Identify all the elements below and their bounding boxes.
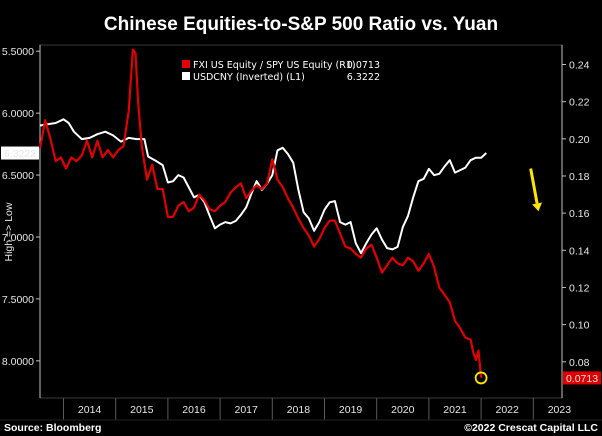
right-tick-label: 0.24 <box>569 60 590 72</box>
legend-label-usdcny: USDCNY (Inverted) (L1) <box>193 72 305 83</box>
legend-swatch-usdcny <box>182 72 190 80</box>
x-tick-label: 2017 <box>235 404 259 416</box>
right-tick-label: 0.08 <box>569 357 590 369</box>
left-tick-label: 8.0000 <box>2 356 34 368</box>
left-badge-text: 6.3222 <box>4 148 36 160</box>
x-tick-label: 2023 <box>548 404 572 416</box>
right-tick-label: 0.14 <box>569 245 590 257</box>
left-value-badge: 6.3222 <box>1 146 39 160</box>
x-tick-label: 2020 <box>391 404 415 416</box>
series-line-usdcny <box>39 118 487 255</box>
right-tick-label: 0.10 <box>569 320 590 332</box>
series-line-fxi-spy <box>38 48 483 379</box>
left-tick-label: 7.5000 <box>2 294 34 306</box>
right-tick-label: 0.16 <box>569 208 590 220</box>
down-arrow-annotation <box>529 168 542 212</box>
right-value-badge: 0.0713 <box>563 371 601 385</box>
x-tick-label: 2021 <box>443 404 467 416</box>
x-tick-label: 2022 <box>496 404 520 416</box>
x-tick-label: 2016 <box>182 404 206 416</box>
highlight-circle <box>474 371 488 385</box>
left-tick-label: 7.0000 <box>2 232 34 244</box>
left-tick-label: 6.0000 <box>2 108 34 120</box>
left-tick-label: 6.5000 <box>2 170 34 182</box>
source-text: Source: Bloomberg <box>4 422 101 434</box>
right-axis-ticks: 0.08 0.10 0.12 0.14 0.16 0.18 0.20 0.22 0.24 <box>562 60 590 369</box>
x-tick-label: 2019 <box>339 404 363 416</box>
legend-value-fxi-spy: 0.0713 <box>347 60 380 71</box>
left-axis-ticks: 5.5000 6.0000 6.5000 7.0000 7.5000 8.0000 <box>2 46 40 368</box>
right-badge-text: 0.0713 <box>566 373 598 385</box>
legend-label-fxi-spy: FXI US Equity / SPY US Equity (R1) <box>193 60 356 71</box>
credit-text: ©2022 Crescat Capital LLC <box>464 422 598 434</box>
legend-value-usdcny: 6.3222 <box>347 72 380 83</box>
x-tick-label: 2014 <box>78 404 102 416</box>
legend: FXI US Equity / SPY US Equity (R1) 0.071… <box>178 56 384 84</box>
chart-title: Chinese Equities-to-S&P 500 Ratio vs. Yu… <box>104 14 498 35</box>
legend-background <box>178 56 384 84</box>
right-tick-label: 0.18 <box>569 171 590 183</box>
right-tick-label: 0.20 <box>569 134 590 146</box>
left-tick-label: 5.5000 <box>2 46 34 58</box>
legend-swatch-fxi-spy <box>182 60 190 68</box>
x-tick-label: 2018 <box>287 404 311 416</box>
left-axis-label: High => Low <box>3 202 15 261</box>
right-tick-label: 0.12 <box>569 282 590 294</box>
x-axis-ticks: 2014 2015 2016 2017 2018 2019 2020 2021 2022 2023 <box>62 398 572 420</box>
right-tick-label: 0.22 <box>569 97 590 109</box>
x-tick-label: 2015 <box>130 404 154 416</box>
